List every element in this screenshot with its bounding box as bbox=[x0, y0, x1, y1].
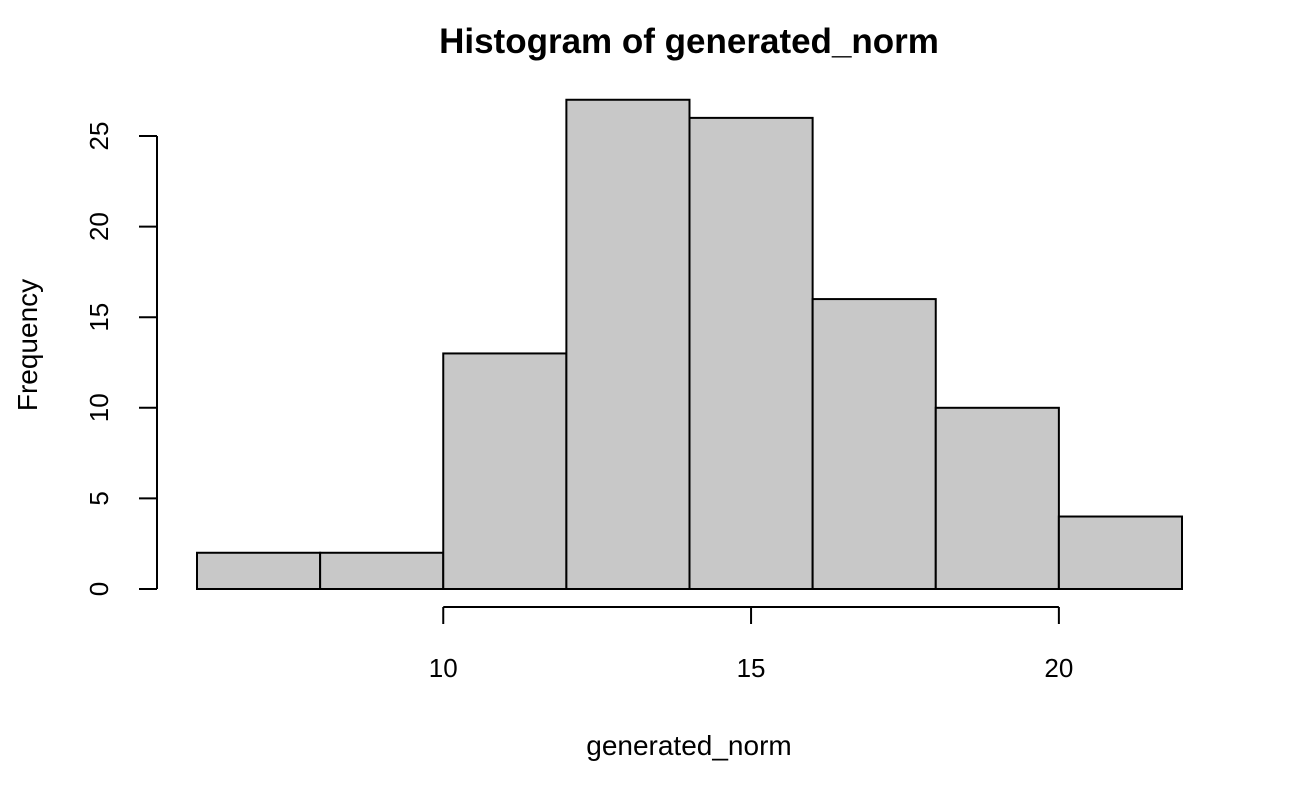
x-axis: 10 15 20 bbox=[429, 606, 1073, 683]
x-axis-label: generated_norm bbox=[586, 730, 791, 761]
y-tick-label-3: 15 bbox=[84, 303, 114, 332]
histogram-bar-5 bbox=[811, 298, 937, 590]
y-tick-label-2: 10 bbox=[84, 393, 114, 422]
histogram-bar-6 bbox=[934, 406, 1060, 590]
histogram-bar-0 bbox=[196, 551, 322, 591]
histogram-bar-7 bbox=[1057, 515, 1183, 591]
histogram-bar-4 bbox=[688, 116, 814, 590]
y-tick-label-0: 0 bbox=[84, 582, 114, 596]
histogram-bar-3 bbox=[565, 98, 691, 590]
y-tick-label-4: 20 bbox=[84, 212, 114, 241]
bars-group bbox=[196, 98, 1183, 591]
y-tick-label-5: 25 bbox=[84, 122, 114, 151]
x-tick-label-1: 15 bbox=[737, 653, 766, 683]
y-axis-label: Frequency bbox=[12, 279, 43, 411]
x-tick-label-0: 10 bbox=[429, 653, 458, 683]
histogram-bar-2 bbox=[442, 352, 568, 590]
x-tick-label-2: 20 bbox=[1044, 653, 1073, 683]
y-tick-label-1: 5 bbox=[84, 491, 114, 505]
chart-title: Histogram of generated_norm bbox=[439, 22, 939, 61]
histogram-bar-1 bbox=[319, 551, 445, 591]
y-axis: 0 5 10 15 20 25 bbox=[84, 122, 158, 596]
